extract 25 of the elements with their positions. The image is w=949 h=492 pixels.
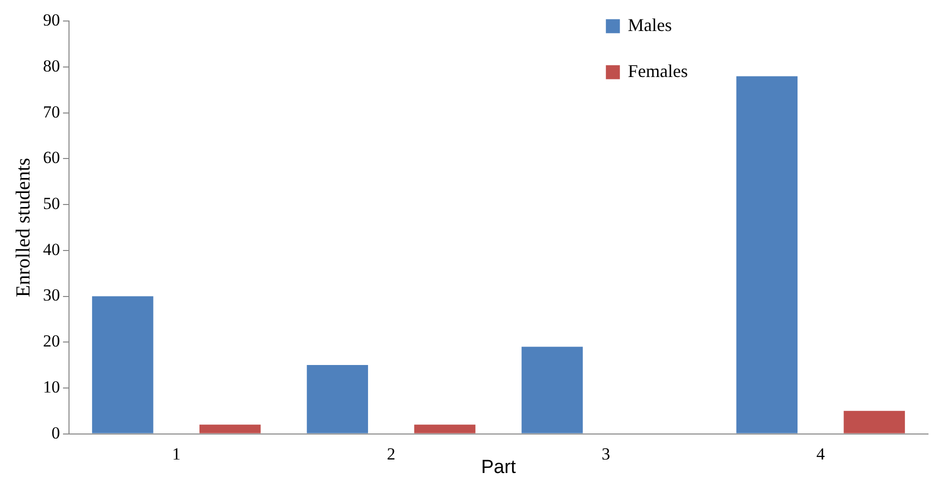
bar [306, 365, 368, 434]
x-tick-label: 3 [602, 444, 610, 464]
legend-label: Females [628, 60, 688, 81]
y-tick-label: 80 [43, 56, 60, 76]
x-tick-label: 4 [816, 444, 826, 464]
y-tick-label: 0 [52, 423, 60, 442]
x-axis-title: Part [481, 456, 517, 478]
bar [736, 76, 798, 434]
y-tick-label: 70 [43, 102, 60, 122]
bar [92, 296, 154, 434]
y-tick-label: 10 [43, 377, 60, 396]
bar [844, 410, 905, 434]
y-tick-label: 60 [43, 148, 60, 168]
bar [522, 346, 583, 434]
y-axis-title: Enrolled students [12, 158, 34, 298]
y-tick-label: 40 [43, 240, 60, 259]
bar [414, 424, 476, 434]
legend-label: Males [628, 14, 672, 35]
y-tick-label: 20 [43, 332, 60, 351]
y-tick-label: 30 [43, 286, 60, 305]
x-tick-label: 1 [172, 444, 181, 464]
y-tick-label: 90 [43, 10, 60, 30]
x-tick-label: 2 [386, 444, 396, 464]
y-tick-label: 50 [43, 194, 60, 214]
bar [199, 424, 261, 434]
